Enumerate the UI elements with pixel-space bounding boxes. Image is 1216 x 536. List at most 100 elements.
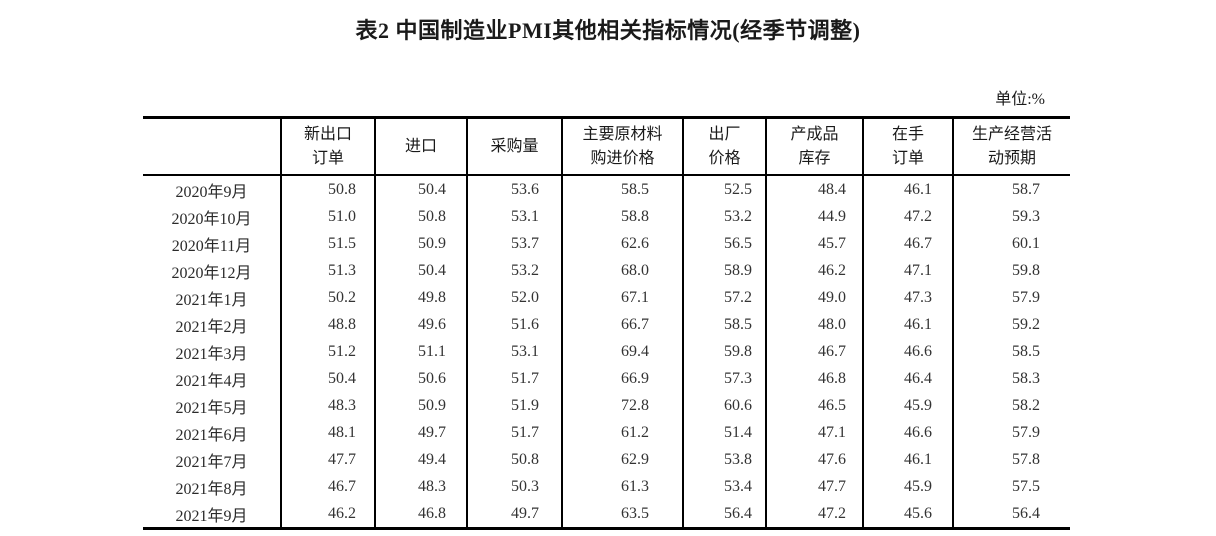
value-cell: 53.2 [682, 203, 766, 230]
value-cell: 59.8 [682, 338, 766, 365]
table-title: 表2 中国制造业PMI其他相关指标情况(经季节调整) [355, 18, 861, 43]
value-cell: 46.5 [765, 392, 863, 419]
pmi-indicator-table: 新出口 订单 进口 采购量 主要原材料 购进价格 出厂 价格 产成品 库存 在手 订单 生产经… [143, 116, 1070, 530]
value-cell: 51.0 [280, 203, 375, 230]
value-cell: 50.4 [280, 365, 375, 392]
indicator-column-header: 在手 订单 [862, 117, 953, 175]
value-cell: 51.1 [374, 338, 467, 365]
value-cell: 45.9 [862, 392, 953, 419]
value-cell: 47.3 [862, 284, 953, 311]
month-cell: 2021年9月 [175, 507, 248, 525]
month-cell: 2020年11月 [171, 237, 252, 255]
indicator-column-header: 主要原材料 购进价格 [561, 117, 683, 175]
value-cell: 48.4 [765, 175, 863, 203]
value-cell: 49.6 [374, 311, 467, 338]
value-cell: 46.1 [862, 175, 953, 203]
indicator-column-header: 进口 [374, 117, 467, 175]
value-cell: 48.3 [374, 473, 467, 500]
value-cell: 50.4 [374, 257, 467, 284]
value-cell: 50.6 [374, 365, 467, 392]
table-row: 2020年12月 51.3 50.4 53.2 68.0 58.9 46.2 47.1 59.8 [143, 257, 1070, 284]
value-cell: 51.5 [280, 230, 375, 257]
value-cell: 52.0 [466, 284, 562, 311]
value-cell: 46.6 [862, 419, 953, 446]
value-cell: 45.6 [862, 500, 953, 529]
table-row: 2020年11月 51.5 50.9 53.7 62.6 56.5 45.7 46.7 60.1 [143, 230, 1070, 257]
indicator-column-header: 出厂 价格 [682, 117, 766, 175]
table-row: 2021年2月 48.8 49.6 51.6 66.7 58.5 48.0 46.1 59.2 [143, 311, 1070, 338]
indicator-column-header: 采购量 [466, 117, 562, 175]
value-cell: 50.8 [466, 446, 562, 473]
value-cell: 50.8 [280, 175, 375, 203]
value-cell: 49.7 [466, 500, 562, 529]
value-cell: 61.3 [561, 473, 683, 500]
value-cell: 61.2 [561, 419, 683, 446]
value-cell: 49.4 [374, 446, 467, 473]
value-cell: 49.7 [374, 419, 467, 446]
value-cell: 50.3 [466, 473, 562, 500]
value-cell: 48.0 [765, 311, 863, 338]
value-cell: 51.9 [466, 392, 562, 419]
table-row: 2021年3月 51.2 51.1 53.1 69.4 59.8 46.7 46.6 58.5 [143, 338, 1070, 365]
value-cell: 45.7 [765, 230, 863, 257]
value-cell: 51.7 [466, 419, 562, 446]
month-column-header [143, 118, 281, 176]
value-cell: 72.8 [561, 392, 683, 419]
value-cell: 57.2 [682, 284, 766, 311]
value-cell: 57.9 [952, 419, 1070, 446]
value-cell: 53.6 [466, 175, 562, 203]
value-cell: 53.1 [466, 338, 562, 365]
value-cell: 63.5 [561, 500, 683, 529]
value-cell: 46.8 [765, 365, 863, 392]
indicator-column-header: 新出口 订单 [280, 117, 375, 175]
value-cell: 50.8 [374, 203, 467, 230]
value-cell: 58.8 [561, 203, 683, 230]
table-row: 2021年5月 48.3 50.9 51.9 72.8 60.6 46.5 45.9 58.2 [143, 392, 1070, 419]
value-cell: 46.6 [862, 338, 953, 365]
value-cell: 46.2 [280, 500, 375, 529]
value-cell: 47.2 [765, 500, 863, 529]
indicator-column-header: 产成品 库存 [765, 117, 863, 175]
value-cell: 50.4 [374, 175, 467, 203]
month-cell: 2021年1月 [175, 291, 248, 309]
month-cell: 2021年6月 [175, 426, 248, 444]
value-cell: 46.2 [765, 257, 863, 284]
value-cell: 68.0 [561, 257, 683, 284]
unit-label: 单位:% [995, 91, 1045, 108]
table-row: 2020年9月 50.8 50.4 53.6 58.5 52.5 48.4 46.1 58.7 [143, 175, 1070, 203]
value-cell: 46.1 [862, 446, 953, 473]
value-cell: 58.5 [952, 338, 1070, 365]
value-cell: 58.5 [561, 175, 683, 203]
value-cell: 47.6 [765, 446, 863, 473]
value-cell: 44.9 [765, 203, 863, 230]
value-cell: 53.2 [466, 257, 562, 284]
value-cell: 58.5 [682, 311, 766, 338]
value-cell: 48.3 [280, 392, 375, 419]
value-cell: 52.5 [682, 175, 766, 203]
value-cell: 60.1 [952, 230, 1070, 257]
table-row: 2021年9月 46.2 46.8 49.7 63.5 56.4 47.2 45.6 56.4 [143, 500, 1070, 529]
value-cell: 49.0 [765, 284, 863, 311]
value-cell: 60.6 [682, 392, 766, 419]
value-cell: 46.7 [280, 473, 375, 500]
value-cell: 62.6 [561, 230, 683, 257]
table-row: 2021年1月 50.2 49.8 52.0 67.1 57.2 49.0 47.3 57.9 [143, 284, 1070, 311]
table-row: 2021年8月 46.7 48.3 50.3 61.3 53.4 47.7 45.9 57.5 [143, 473, 1070, 500]
value-cell: 62.9 [561, 446, 683, 473]
value-cell: 56.4 [682, 500, 766, 529]
table-header-row: 新出口 订单 进口 采购量 主要原材料 购进价格 出厂 价格 产成品 库存 在手 订单 生产经… [143, 117, 1070, 176]
value-cell: 69.4 [561, 338, 683, 365]
value-cell: 58.7 [952, 175, 1070, 203]
value-cell: 49.8 [374, 284, 467, 311]
table-row: 2021年6月 48.1 49.7 51.7 61.2 51.4 47.1 46.6 57.9 [143, 419, 1070, 446]
value-cell: 66.7 [561, 311, 683, 338]
value-cell: 50.2 [280, 284, 375, 311]
value-cell: 47.1 [862, 257, 953, 284]
value-cell: 59.2 [952, 311, 1070, 338]
value-cell: 51.2 [280, 338, 375, 365]
value-cell: 53.8 [682, 446, 766, 473]
value-cell: 48.1 [280, 419, 375, 446]
table-row: 2021年4月 50.4 50.6 51.7 66.9 57.3 46.8 46.4 58.3 [143, 365, 1070, 392]
table-body: 2020年9月 50.8 50.4 53.6 58.5 52.5 48.4 46.1 58.7 2… [143, 175, 1070, 529]
value-cell: 46.1 [862, 311, 953, 338]
